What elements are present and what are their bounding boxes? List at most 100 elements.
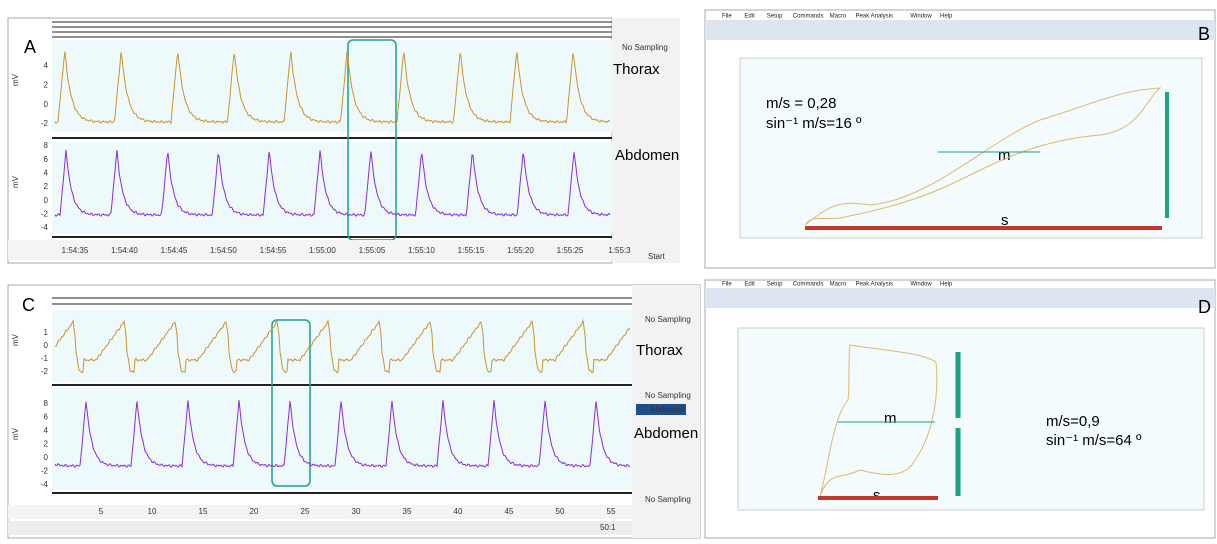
y-tick-label: -4	[41, 480, 49, 489]
ratio: m/s=0,9	[1046, 413, 1100, 430]
y-tick-label: 6	[44, 413, 49, 422]
highlight	[271, 319, 311, 487]
thorax-plot	[52, 310, 632, 382]
menu-item[interactable]: Macro	[830, 282, 847, 288]
y-tick-label: 4	[44, 426, 49, 435]
x-tick-label: 1:54:40	[111, 246, 138, 255]
panel-letter: D	[1198, 297, 1211, 317]
x-tick-label: 1:54:55	[260, 246, 287, 255]
loop	[804, 87, 1162, 226]
channel-label: Thorax	[613, 61, 660, 78]
xy-plot	[737, 327, 1205, 511]
channel-label: Abdomen	[615, 147, 679, 164]
ratio: m/s = 0,28	[766, 95, 836, 112]
menu-item[interactable]: Window	[910, 14, 932, 20]
menu-item[interactable]: Window	[910, 282, 932, 288]
menu-item[interactable]: Macro	[830, 14, 847, 20]
s-label: s	[873, 487, 881, 504]
channel-lines	[52, 297, 632, 494]
x-tick-label: 1:55:10	[408, 246, 435, 255]
menu-item[interactable]: Commands	[793, 14, 824, 20]
x-tick-label: 20	[250, 507, 259, 516]
x-tick-label: 35	[403, 507, 412, 516]
waveform	[54, 149, 611, 218]
abdomen-plot	[52, 142, 612, 234]
angle: sin⁻¹ m/s=16 º	[766, 115, 862, 132]
y-tick-label: 0	[44, 196, 49, 205]
y-tick-label: 4	[44, 61, 49, 70]
sidebar	[612, 18, 680, 263]
menu-item[interactable]: Setup	[767, 14, 783, 20]
unit: mV	[11, 333, 20, 346]
x-tick-label: 1:55:25	[557, 246, 584, 255]
abdomen-plot	[52, 388, 632, 490]
panel-letter: B	[1198, 24, 1210, 44]
y-tick-label: -1	[41, 354, 49, 363]
menu-item[interactable]: Edit	[744, 282, 755, 288]
x-tick-label: 1:55:05	[359, 246, 386, 255]
zoom[interactable]: 50:1	[600, 523, 616, 532]
menu-item[interactable]: Commands	[793, 282, 824, 288]
x-axis	[8, 505, 632, 519]
x-tick-label: 1:55:20	[507, 246, 534, 255]
x-tick-label: 5	[99, 507, 104, 516]
menu-item[interactable]: Peak Analysis	[856, 282, 893, 288]
menu-item[interactable]: Help	[940, 282, 953, 288]
x-tick-label: 1:55:15	[458, 246, 485, 255]
y-tick-label: -2	[41, 119, 49, 128]
status: No Sampling	[622, 43, 668, 52]
status: No Sampling	[645, 391, 691, 400]
angle: sin⁻¹ m/s=64 º	[1046, 432, 1142, 449]
xy-plot	[739, 57, 1203, 239]
m-label: m	[884, 410, 897, 427]
status: No Sampling	[645, 315, 691, 324]
channel-label: Thorax	[636, 342, 683, 359]
status: No Sampling	[645, 495, 691, 504]
y-tick-label: 8	[44, 141, 49, 150]
y-tick-label: 8	[44, 399, 49, 408]
y-tick-label: -2	[41, 467, 49, 476]
x-tick-label: 1:54:50	[210, 246, 237, 255]
x-tick-label: 15	[199, 507, 208, 516]
toolbar	[705, 288, 1215, 308]
x-tick-label: 1:54:35	[62, 246, 89, 255]
scrollbar[interactable]	[8, 521, 632, 535]
y-tick-label: 2	[44, 440, 49, 449]
y-tick-label: 0	[44, 341, 49, 350]
legend-box	[636, 404, 686, 415]
menu-item[interactable]: Setup	[767, 282, 783, 288]
menu-item[interactable]: File	[722, 282, 732, 288]
channel-label: Abdomen	[634, 425, 698, 442]
waveform	[54, 51, 611, 125]
y-tick-label: -2	[41, 367, 49, 376]
y-tick-label: -2	[41, 209, 49, 218]
y-tick-label: -4	[41, 223, 49, 232]
loop	[819, 344, 938, 497]
y-tick-label: 1	[44, 328, 49, 337]
x-tick-label: 30	[352, 507, 361, 516]
menu-item[interactable]: Peak Analysis	[856, 14, 893, 20]
x-tick-label: 40	[454, 507, 463, 516]
m-label: m	[998, 147, 1011, 164]
waveform	[55, 318, 631, 374]
panel-letter: A	[24, 37, 36, 57]
waveform	[54, 400, 631, 469]
y-tick-label: 0	[44, 453, 49, 462]
menu-item[interactable]: Help	[940, 14, 953, 20]
panel-letter: C	[22, 295, 35, 315]
y-tick-label: 6	[44, 155, 49, 164]
start-button[interactable]: Start	[648, 252, 666, 261]
x-tick-label: 10	[148, 507, 157, 516]
x-tick-label: 55	[607, 507, 616, 516]
s-label: s	[1001, 212, 1009, 229]
legend-entry: Abdomen	[650, 405, 684, 414]
unit: mV	[11, 175, 20, 188]
thorax-plot	[52, 40, 612, 132]
menu-item[interactable]: Edit	[744, 14, 755, 20]
menu-item[interactable]: File	[722, 14, 732, 20]
channel-lines	[52, 21, 612, 238]
x-tick-label: 1:55:00	[309, 246, 336, 255]
time-axis	[8, 240, 612, 260]
unit: mV	[11, 73, 20, 86]
